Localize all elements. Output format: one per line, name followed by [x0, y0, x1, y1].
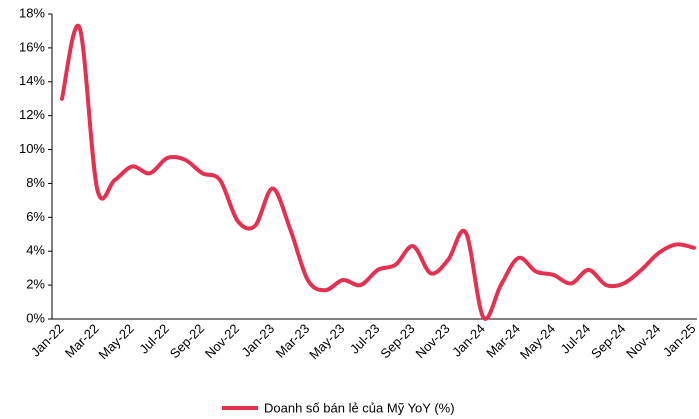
y-tick-label: 18%	[19, 5, 45, 20]
y-tick-label: 16%	[19, 39, 45, 54]
y-tick-label: 10%	[19, 141, 45, 156]
x-tick-label: Jan-25	[660, 321, 699, 360]
x-tick-label: Sep-23	[377, 321, 417, 361]
x-tick-label: Mar-23	[273, 321, 313, 361]
x-tick-label: Jan-24	[449, 321, 488, 360]
y-tick-label: 4%	[26, 243, 45, 258]
x-tick-label: Sep-24	[588, 321, 628, 361]
x-tick-label: May-24	[517, 321, 558, 362]
x-tick-label: Jan-22	[28, 321, 67, 360]
x-tick-label: May-23	[306, 321, 347, 362]
y-tick-label: 12%	[19, 107, 45, 122]
x-tick-label: Nov-22	[202, 321, 242, 361]
y-tick-label: 8%	[26, 175, 45, 190]
x-tick-label: Nov-24	[623, 321, 663, 361]
y-tick-label: 0%	[26, 310, 45, 325]
y-tick-label: 14%	[19, 73, 45, 88]
x-tick-label: Sep-22	[167, 321, 207, 361]
y-tick-label: 6%	[26, 209, 45, 224]
x-tick-label: Nov-23	[413, 321, 453, 361]
x-tick-label: Mar-22	[62, 321, 102, 361]
legend-label: Doanh số bán lẻ của Mỹ YoY (%)	[264, 400, 455, 415]
x-tick-label: Mar-24	[483, 321, 523, 361]
x-tick-label: May-22	[96, 321, 137, 362]
series-line	[60, 23, 696, 321]
x-tick-label: Jan-23	[239, 321, 278, 360]
y-tick-label: 2%	[26, 277, 45, 292]
